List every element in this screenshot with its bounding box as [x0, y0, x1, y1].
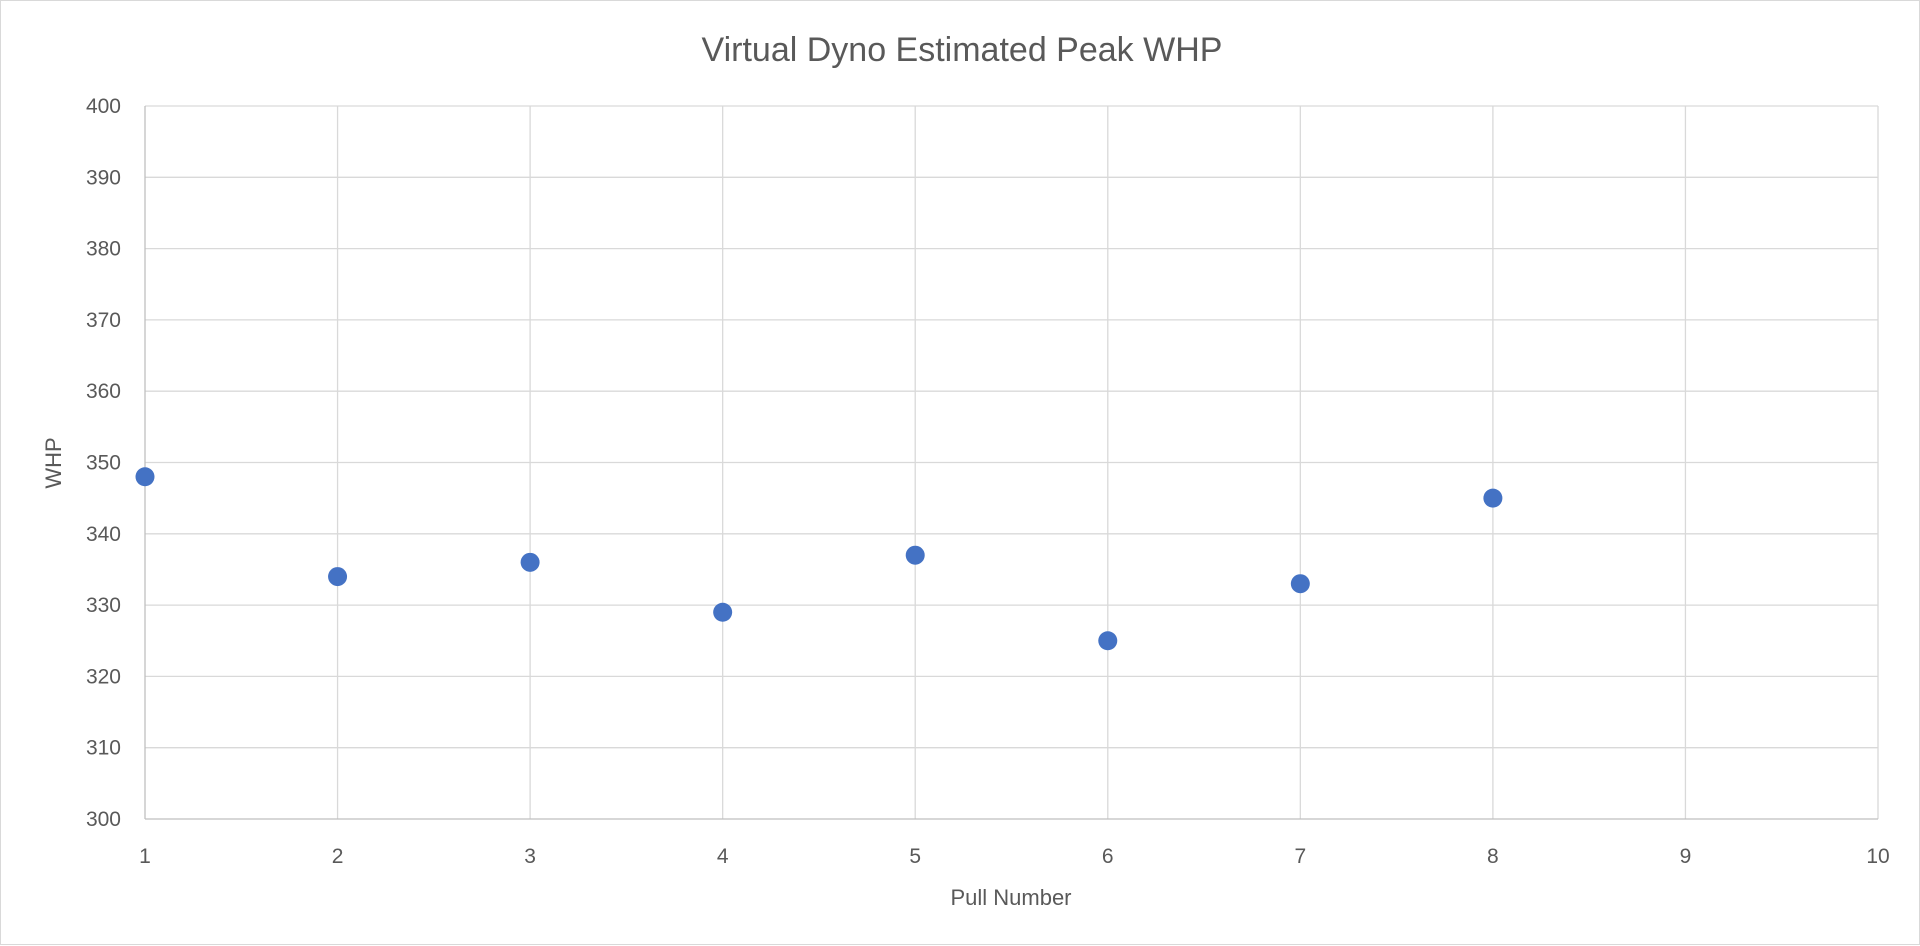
x-tick-label: 5 — [909, 845, 921, 868]
horizontal-gridlines — [145, 105, 1878, 749]
x-tick-label: 10 — [1866, 845, 1889, 868]
y-tick-label: 320 — [86, 665, 121, 688]
x-tick-label: 7 — [1294, 845, 1306, 868]
x-tick-label: 8 — [1487, 845, 1499, 868]
y-tick-label: 390 — [86, 166, 121, 189]
data-point — [520, 552, 540, 572]
y-tick-label: 300 — [86, 808, 121, 831]
data-point — [713, 602, 733, 622]
y-axis-title: WHP — [41, 437, 66, 488]
x-tick-label: 9 — [1680, 845, 1692, 868]
y-tick-label: 330 — [86, 594, 121, 617]
x-tick-label: 4 — [717, 845, 729, 868]
x-axis-tick-labels: 1 2 3 4 5 6 7 8 9 10 — [139, 845, 1890, 868]
y-tick-label: 310 — [86, 737, 121, 760]
y-tick-label: 400 — [86, 95, 121, 118]
y-tick-label: 350 — [86, 452, 121, 475]
y-tick-label: 360 — [86, 380, 121, 403]
data-point — [328, 567, 348, 587]
x-axis-title: Pull Number — [950, 885, 1071, 910]
x-tick-label: 3 — [524, 845, 536, 868]
data-point — [905, 545, 925, 565]
data-point — [135, 467, 155, 487]
y-axis-tick-labels: 300 310 320 330 340 350 360 370 380 390 400 — [86, 95, 121, 831]
data-point — [1290, 574, 1310, 594]
x-tick-label: 2 — [332, 845, 344, 868]
y-tick-label: 380 — [86, 238, 121, 261]
axes — [144, 106, 1878, 820]
chart-title: Virtual Dyno Estimated Peak WHP — [702, 31, 1223, 69]
data-point — [1098, 631, 1118, 651]
y-tick-label: 370 — [86, 309, 121, 332]
y-tick-label: 340 — [86, 523, 121, 546]
vertical-gridlines — [336, 106, 1879, 819]
x-tick-label: 6 — [1102, 845, 1114, 868]
data-points — [135, 467, 1503, 651]
data-point — [1483, 488, 1503, 508]
x-tick-label: 1 — [139, 845, 151, 868]
